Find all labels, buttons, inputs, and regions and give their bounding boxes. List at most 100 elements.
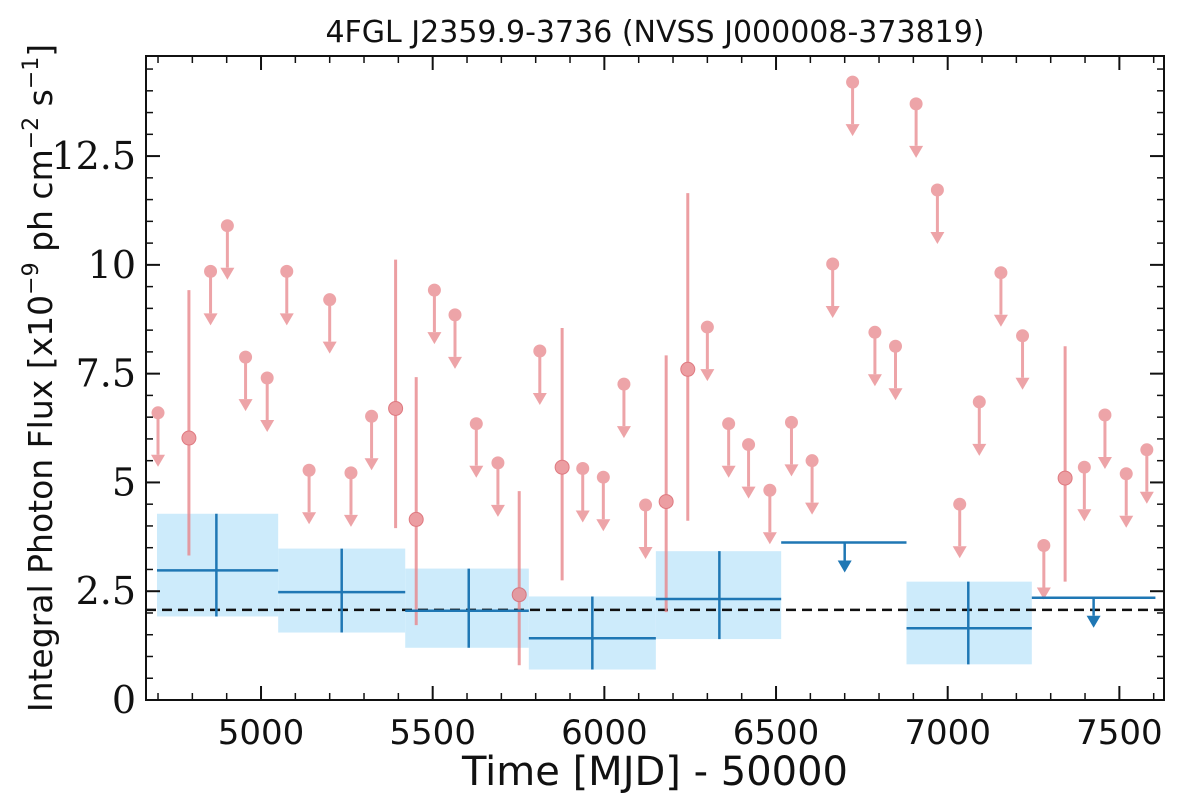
upper-limit-marker xyxy=(204,264,218,278)
plot-frame xyxy=(145,55,1165,701)
upper-limit-marker xyxy=(805,454,819,468)
long-bin-error-band xyxy=(405,568,529,648)
upper-limit-arrowhead xyxy=(1036,587,1051,600)
upper-limit-arrowhead xyxy=(260,420,275,432)
short-bin-upper-limit xyxy=(888,339,903,401)
y-tick-label: 12.5 xyxy=(51,134,136,178)
long-bin-detection xyxy=(405,568,529,648)
short-bin-upper-limit xyxy=(784,415,799,477)
upper-limit-marker xyxy=(365,409,379,423)
upper-limit-marker xyxy=(763,483,777,497)
short-bin-upper-limit xyxy=(930,183,945,245)
upper-limit-marker xyxy=(994,266,1008,280)
y-tick-label: 0 xyxy=(112,678,136,722)
short-bin-upper-limit xyxy=(1015,329,1030,390)
upper-limit-marker xyxy=(280,264,294,278)
upper-limit-arrowhead xyxy=(1015,377,1030,390)
short-bin-upper-limit xyxy=(1077,460,1092,522)
upper-limit-arrowhead xyxy=(343,514,358,527)
upper-limit-marker xyxy=(617,377,631,391)
short-bin-upper-limit xyxy=(260,371,275,432)
long-bin-detection xyxy=(156,513,279,617)
upper-limit-marker xyxy=(722,417,736,431)
short-bin-upper-limit xyxy=(469,417,484,478)
x-tick-labels: 5000 5500 6000 6500 7000 7500 xyxy=(218,713,1163,753)
short-bin-upper-limit xyxy=(302,463,317,525)
upper-limit-arrowhead xyxy=(1077,509,1092,522)
short-bin-upper-limit xyxy=(490,456,505,517)
short-bin-upper-limit xyxy=(1139,443,1154,504)
upper-limit-arrowhead xyxy=(322,341,337,354)
upper-limit-marker xyxy=(448,308,462,322)
long-limit-arrowhead xyxy=(1086,615,1101,628)
short-bin-upper-limit xyxy=(721,417,736,478)
upper-limit-arrowhead xyxy=(532,393,547,406)
x-tick-label: 6500 xyxy=(733,713,820,753)
upper-limit-arrowhead xyxy=(575,510,590,523)
upper-limit-arrowhead xyxy=(302,512,317,525)
upper-limit-marker xyxy=(260,371,274,385)
short-bin-upper-limit xyxy=(762,483,777,545)
upper-limit-arrowhead xyxy=(993,314,1008,327)
upper-limit-marker xyxy=(868,325,882,339)
long-bin-upper-limit xyxy=(1031,596,1156,628)
upper-limit-arrowhead xyxy=(741,486,756,499)
upper-limit-marker xyxy=(151,406,165,420)
upper-limit-marker xyxy=(930,183,944,197)
upper-limit-arrowhead xyxy=(825,305,840,318)
short-bin-upper-limit xyxy=(238,350,253,412)
short-bin-upper-limit xyxy=(596,470,611,532)
long-bin-series xyxy=(156,513,1156,670)
upper-limit-marker xyxy=(700,320,714,334)
short-bin-upper-limit xyxy=(203,264,218,326)
upper-limit-arrowhead xyxy=(364,458,379,471)
short-bin-upper-limit xyxy=(1036,539,1051,600)
upper-limit-arrowhead xyxy=(845,124,860,137)
upper-limit-arrowhead xyxy=(952,546,967,559)
short-bin-upper-limit xyxy=(909,97,924,158)
upper-limit-marker xyxy=(1119,467,1133,481)
short-bin-upper-limit xyxy=(867,325,882,387)
short-bin-upper-limit xyxy=(343,466,358,527)
upper-limit-arrowhead xyxy=(220,267,235,280)
upper-limit-marker xyxy=(596,470,610,484)
short-bin-upper-limit xyxy=(741,438,756,499)
short-bin-upper-limit xyxy=(952,497,967,559)
short-bin-upper-limit xyxy=(700,320,715,382)
upper-limit-marker xyxy=(826,257,840,271)
upper-limit-arrowhead xyxy=(867,374,882,387)
short-bin-detection xyxy=(511,491,527,666)
short-bin-upper-limit xyxy=(1097,408,1112,469)
upper-limit-marker xyxy=(491,456,505,470)
short-bin-upper-limit xyxy=(220,219,235,280)
y-axis-label: Integral Photon Flux [x10−9 ph cm−2 s−1] xyxy=(19,44,60,712)
axis-ticks xyxy=(146,56,1164,701)
x-tick-label: 5000 xyxy=(218,713,305,753)
upper-limit-marker xyxy=(427,283,441,297)
short-bin-upper-limit xyxy=(151,406,166,467)
short-bin-detection xyxy=(408,377,424,626)
upper-limit-marker xyxy=(953,497,967,511)
detection-marker xyxy=(388,400,404,416)
upper-limit-arrowhead xyxy=(469,465,484,478)
short-bin-detection xyxy=(658,355,674,613)
short-bin-upper-limit xyxy=(322,293,337,354)
long-limit-arrowhead xyxy=(837,560,852,573)
short-bin-detection xyxy=(181,290,197,556)
short-bin-upper-limit xyxy=(616,377,631,439)
y-tick-label: 10 xyxy=(88,243,136,287)
upper-limit-arrowhead xyxy=(616,426,631,439)
upper-limit-marker xyxy=(239,350,253,364)
short-bin-upper-limit xyxy=(427,283,442,345)
short-bin-upper-limit xyxy=(532,344,547,406)
y-tick-label: 7.5 xyxy=(76,352,136,396)
x-tick-label: 7000 xyxy=(904,713,991,753)
upper-limit-arrowhead xyxy=(700,369,715,382)
long-bin-detection xyxy=(278,548,406,633)
long-bin-detection xyxy=(906,581,1032,665)
short-bin-upper-limit xyxy=(993,266,1008,327)
upper-limit-arrowhead xyxy=(762,532,777,545)
x-tick-label: 5500 xyxy=(389,713,476,753)
detection-marker xyxy=(680,361,696,377)
